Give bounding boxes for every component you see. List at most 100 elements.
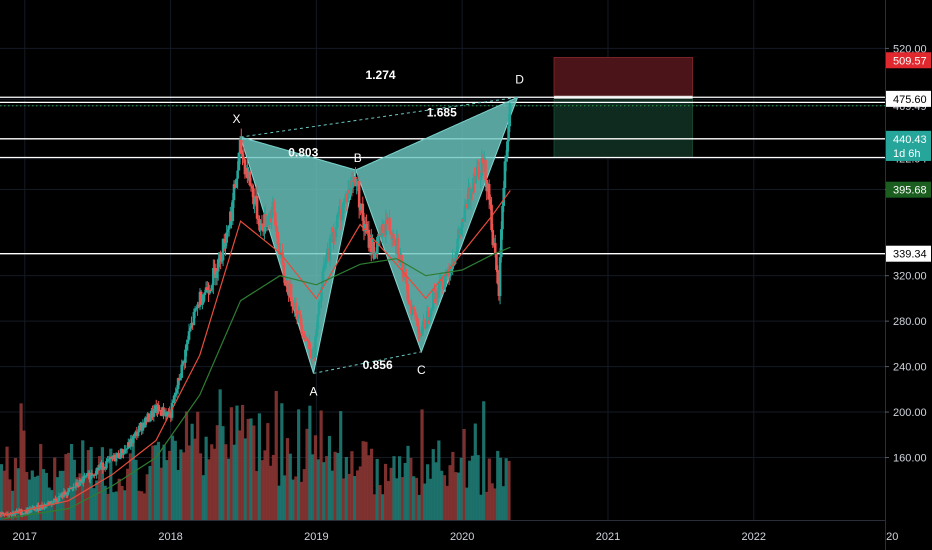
candle-body: [52, 498, 56, 502]
candle-body: [436, 291, 440, 299]
candle-body: [416, 318, 419, 327]
candle-body: [382, 223, 385, 234]
volume-bar: [470, 455, 475, 520]
volume-bar: [246, 418, 250, 520]
candle-body: [66, 492, 69, 496]
candle-body: [455, 252, 458, 259]
volume-bar: [260, 460, 264, 520]
candle-body: [242, 157, 246, 160]
volume-bar: [302, 469, 306, 520]
candle-body: [1, 512, 5, 515]
moving-averages: [2, 190, 511, 520]
volume-bar: [280, 403, 284, 520]
candle-body: [144, 417, 147, 428]
volume-bar: [168, 450, 172, 520]
candle-body: [376, 237, 379, 255]
candle-body: [107, 459, 111, 461]
candle-body: [507, 126, 510, 142]
candle-body: [192, 311, 196, 326]
volume-bar: [69, 444, 74, 520]
candle-body: [508, 103, 512, 127]
candle-body: [174, 392, 177, 396]
pattern-point-label-a: A: [309, 384, 317, 398]
candle-body: [372, 242, 376, 259]
volume-bar: [462, 429, 466, 520]
price-tag-bg: [886, 90, 931, 107]
time-tick-label: 2022: [742, 531, 766, 543]
time-axis[interactable]: 2017 2018 2019 2020 2021 2022 20: [0, 520, 898, 550]
candle-body: [357, 180, 361, 208]
candle-body: [241, 153, 244, 158]
candle-body: [231, 200, 235, 222]
candle-body: [252, 188, 255, 205]
volume-bar: [271, 454, 276, 520]
pattern-ratio-line: [313, 351, 422, 374]
volume-bar: [498, 457, 503, 520]
candle-body: [180, 364, 184, 378]
candle-body: [226, 229, 230, 233]
candle-body: [484, 159, 487, 181]
candle-body: [117, 453, 120, 459]
candle-body: [496, 270, 499, 284]
candle-body: [23, 513, 27, 515]
volume-bar: [207, 459, 211, 520]
pattern-ratio-line: [240, 96, 518, 138]
candle-body: [315, 329, 318, 337]
volume-bar: [313, 435, 318, 520]
time-tick-label: 2019: [304, 531, 328, 543]
candle-body: [423, 320, 427, 329]
volume-bar: [465, 487, 469, 520]
volume-bar: [89, 447, 93, 520]
candle-body: [78, 479, 82, 486]
volume-bar: [255, 471, 259, 520]
candle-body: [102, 467, 106, 470]
candle-body: [82, 477, 85, 483]
candle-body: [216, 259, 220, 272]
candle-body: [428, 316, 431, 321]
volume-bar: [476, 455, 480, 520]
candle-body: [147, 413, 151, 422]
volume-bar: [305, 428, 309, 520]
volume-bar: [126, 468, 130, 520]
pattern-bcd-triangle: [355, 96, 519, 354]
price-tag: 440.43: [893, 134, 927, 146]
candle-body: [480, 158, 484, 177]
price-tag: 395.68: [893, 185, 927, 197]
volume-bar: [39, 444, 43, 520]
volume-bar: [109, 448, 113, 520]
volume-bar: [106, 493, 110, 520]
volume-bar: [431, 449, 435, 520]
volume-bar: [501, 486, 505, 520]
volume-bar: [479, 494, 483, 520]
candle-body: [498, 257, 502, 296]
candle-body: [270, 209, 273, 219]
candle-body: [29, 508, 33, 513]
candle-body: [109, 457, 113, 459]
volume-bar: [375, 459, 379, 520]
candle-body: [227, 225, 231, 230]
candle-body: [389, 230, 393, 234]
volume-bar: [420, 409, 424, 520]
volume-bar: [86, 450, 90, 520]
price-tag: 509.57: [893, 55, 927, 67]
volume-bar: [327, 435, 332, 520]
moving-average-fast: [2, 190, 511, 517]
risk-reward-box[interactable]: [553, 57, 694, 158]
pattern-point-label-c: C: [417, 363, 426, 377]
candle-body: [495, 254, 498, 271]
candle-body: [215, 271, 219, 278]
candle-body: [181, 361, 185, 365]
price-axis[interactable]: 520.00475.10469.49422.94395.80320.00280.…: [885, 0, 932, 550]
candle-body: [85, 473, 89, 476]
stop-loss-zone: [553, 57, 694, 98]
candle-body: [62, 491, 66, 498]
volume-bar: [325, 456, 329, 520]
volume-bar: [285, 438, 290, 520]
candle-body: [260, 223, 264, 226]
candle-body: [417, 326, 420, 334]
volume-bar: [198, 453, 203, 520]
volume-bar: [120, 485, 124, 520]
volume-bar: [145, 474, 149, 520]
time-tick-label: 2021: [596, 531, 620, 543]
